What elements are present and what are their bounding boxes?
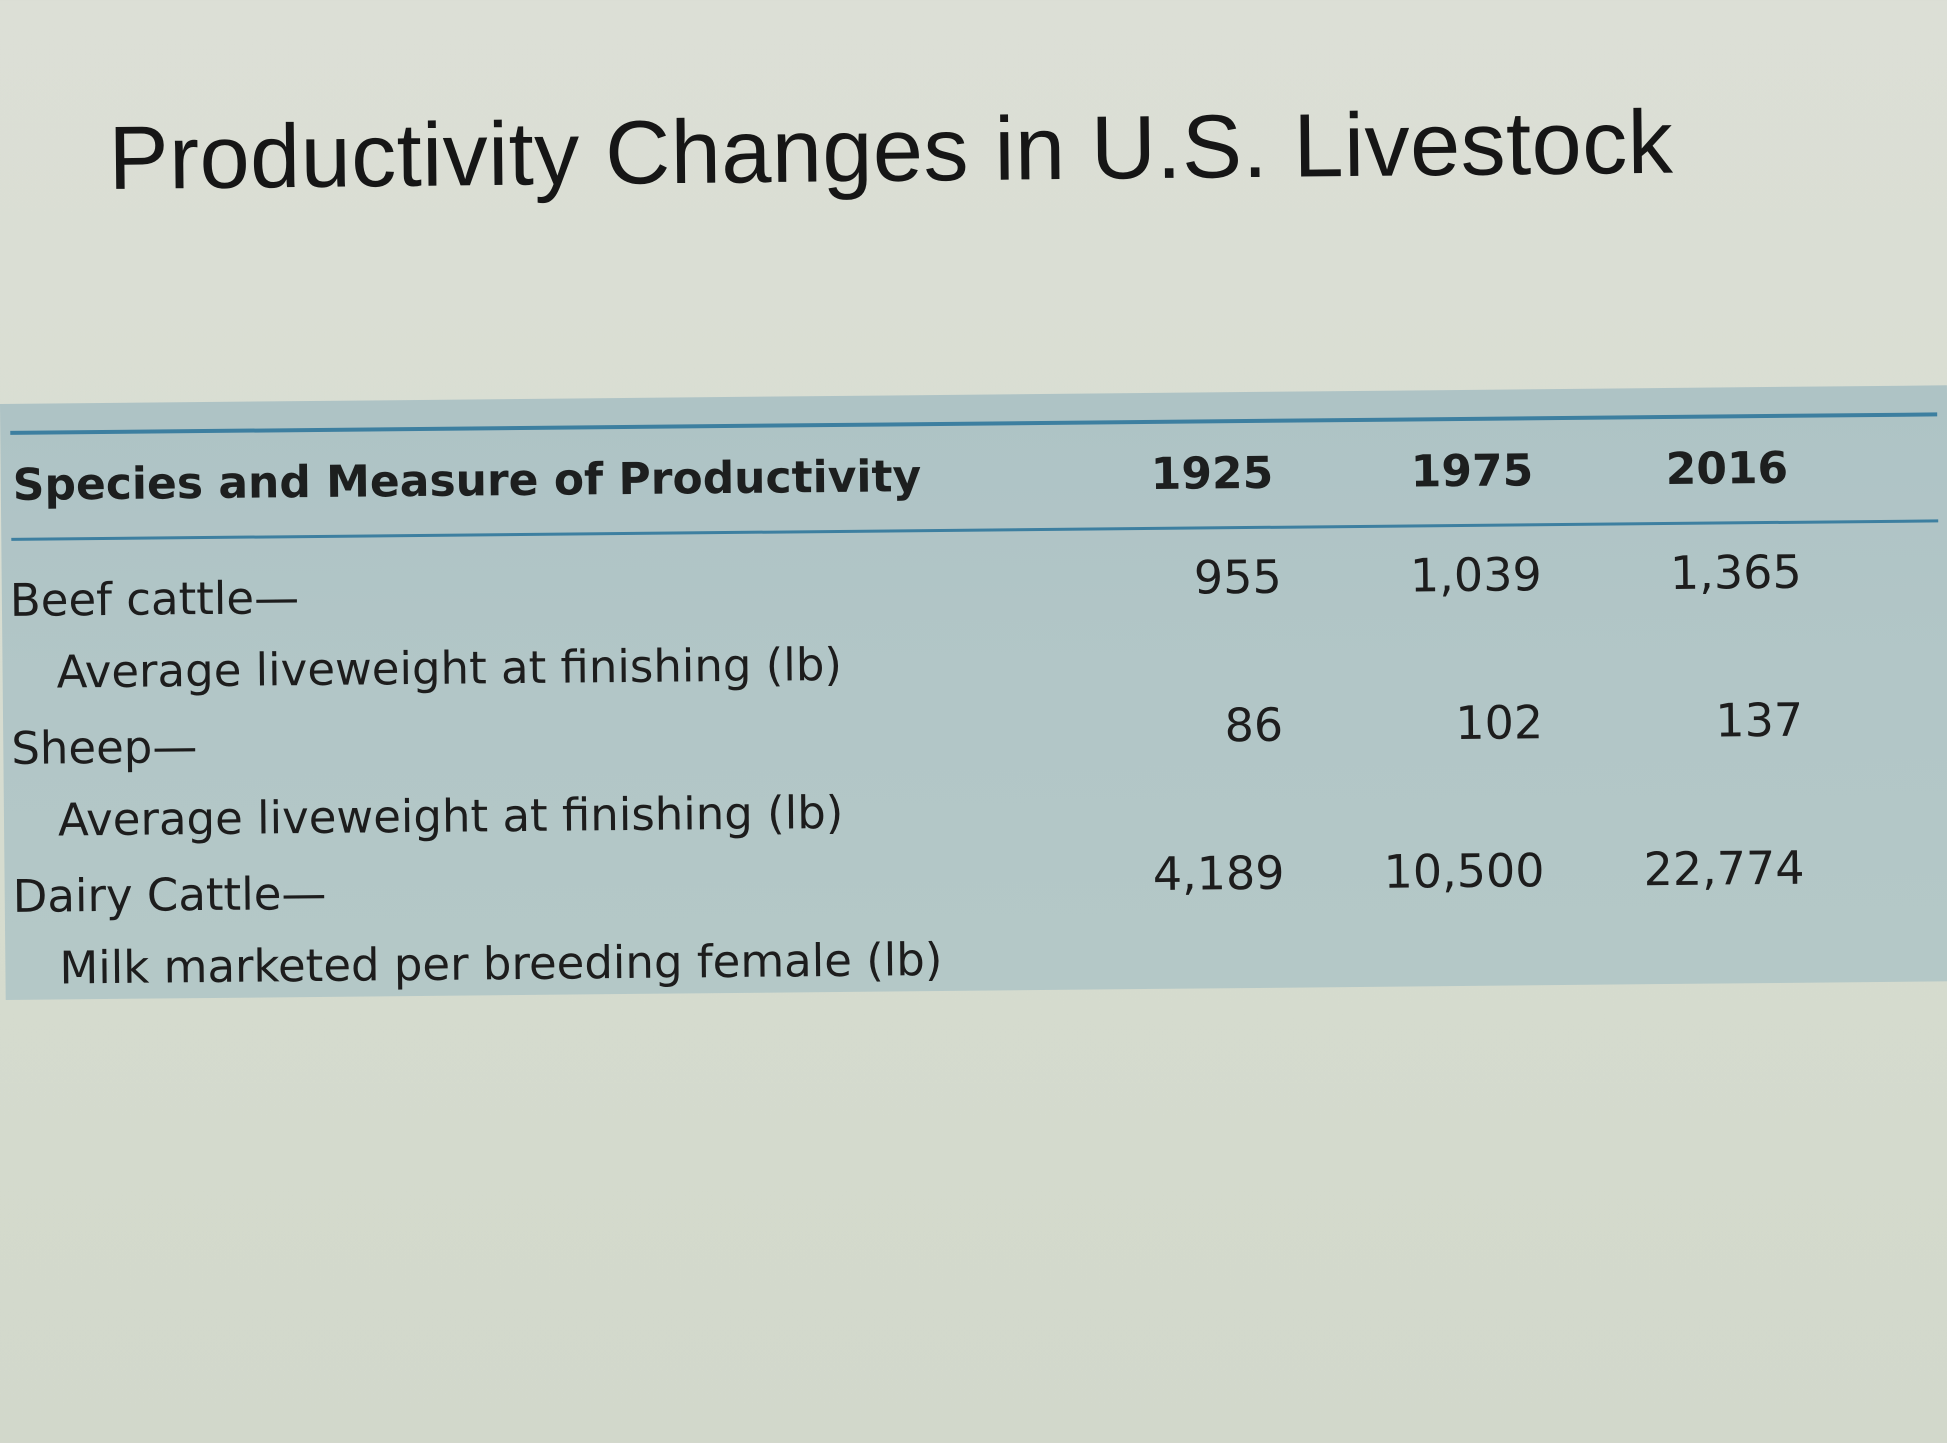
cell-1975: 1,039: [1409, 547, 1542, 603]
cell-2016: 1,365: [1669, 544, 1802, 600]
cell-2016: 137: [1715, 692, 1804, 748]
page-title: Productivity Changes in U.S. Livestock: [108, 92, 1674, 209]
column-header-1975: 1975: [1410, 445, 1534, 498]
cell-1975: 102: [1455, 695, 1544, 751]
row-measure: Milk marketed per breeding female (lb): [59, 932, 943, 995]
column-header-1925: 1925: [1150, 447, 1274, 500]
cell-1925: 86: [1224, 697, 1284, 753]
productivity-table: Species and Measure of Productivity 1925…: [0, 385, 1947, 1000]
row-species: Beef cattle—: [9, 571, 300, 627]
table-header-row: Species and Measure of Productivity 1925…: [1, 441, 1947, 530]
table-row-dairy-cattle: Dairy Cattle— Milk marketed per breeding…: [4, 841, 1947, 1020]
cell-1925: 955: [1193, 549, 1282, 605]
row-species: Dairy Cattle—: [12, 866, 327, 923]
cell-1975: 10,500: [1383, 843, 1545, 899]
cell-2016: 22,774: [1643, 840, 1805, 897]
cell-1925: 4,189: [1152, 845, 1285, 901]
column-header-species: Species and Measure of Productivity: [12, 451, 922, 511]
column-header-2016: 2016: [1665, 442, 1789, 496]
row-measure: Average liveweight at finishing (lb): [56, 637, 843, 699]
row-measure: Average liveweight at finishing (lb): [57, 785, 844, 847]
table-top-rule: [10, 412, 1938, 435]
row-species: Sheep—: [11, 720, 198, 775]
